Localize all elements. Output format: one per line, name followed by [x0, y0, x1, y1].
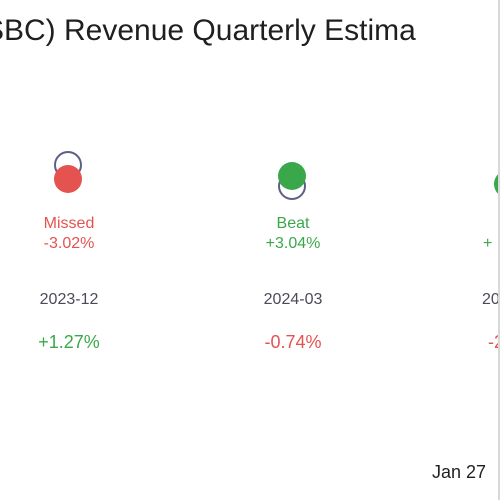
result-label: Beat	[276, 215, 310, 232]
surprise-label: +3.04%	[265, 235, 321, 252]
surprise-label: +	[483, 235, 493, 252]
marker-group	[52, 151, 86, 195]
change-label: -2	[488, 332, 500, 352]
chart-title: SBC) Revenue Quarterly Estima	[0, 14, 416, 47]
change-label: -0.74%	[264, 332, 322, 352]
actual-marker	[54, 165, 82, 193]
period-label: 20	[482, 291, 500, 308]
marker-group	[276, 162, 310, 206]
surprise-label: -3.02%	[43, 235, 95, 252]
marker-group	[492, 170, 500, 214]
change-label: +1.27%	[38, 332, 100, 352]
right-divider	[498, 0, 500, 500]
actual-marker	[494, 170, 500, 198]
footer-date: Jan 27	[432, 462, 487, 482]
result-label: Missed	[43, 215, 95, 232]
period-label: 2024-03	[263, 291, 323, 308]
period-label: 2023-12	[39, 291, 99, 308]
actual-marker	[278, 162, 306, 190]
